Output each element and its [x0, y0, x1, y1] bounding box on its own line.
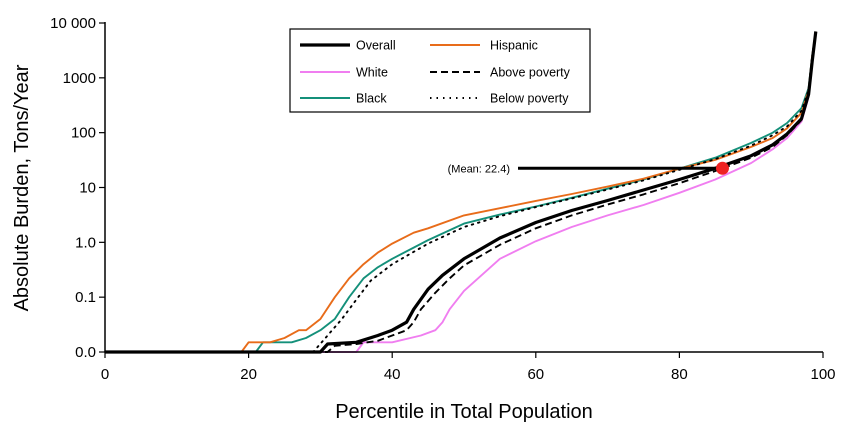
ticks-layer: 0 20 40 60 80 100 0.0 0.1 1.0 10 100 1000 10 000 — [50, 15, 835, 383]
series-line-overall — [105, 31, 818, 354]
series-line-hispanic — [105, 31, 817, 353]
mean-label: (Mean: 22.4) — [448, 163, 510, 175]
legend-label-white: White — [356, 66, 388, 80]
annotation-layer: (Mean: 22.4) — [448, 161, 729, 175]
legend-label-black: Black — [356, 92, 387, 106]
legend-label-below-poverty: Below poverty — [490, 92, 569, 106]
x-tick-label: 20 — [240, 366, 257, 383]
series-layer — [104, 30, 818, 354]
series-line-below-poverty — [104, 30, 817, 353]
legend-label-hispanic: Hispanic — [490, 39, 538, 53]
x-tick-label: 100 — [810, 366, 835, 383]
y-tick-label: 100 — [71, 125, 96, 142]
legend: Overall Hispanic White Above poverty Black Be… — [289, 28, 591, 113]
x-tick-label: 80 — [671, 366, 688, 383]
series-line-white — [105, 31, 817, 353]
legend-label-above-poverty: Above poverty — [490, 66, 571, 80]
x-tick-label: 60 — [527, 366, 544, 383]
y-tick-label: 0.0 — [75, 344, 96, 361]
y-tick-label: 1000 — [63, 70, 96, 87]
x-axis-title: Percentile in Total Population — [335, 401, 593, 423]
y-tick-label: 1.0 — [75, 234, 96, 251]
x-tick-label: 40 — [384, 366, 401, 383]
y-axis-title: Absolute Burden, Tons/Year — [11, 64, 33, 311]
y-tick-label: 0.1 — [75, 289, 96, 306]
legend-label-overall: Overall — [356, 39, 396, 53]
series-line-black — [105, 31, 817, 353]
y-tick-label: 10 000 — [50, 15, 96, 32]
mean-marker — [715, 161, 729, 175]
x-tick-label: 0 — [101, 366, 109, 383]
y-tick-label: 10 — [79, 180, 96, 197]
